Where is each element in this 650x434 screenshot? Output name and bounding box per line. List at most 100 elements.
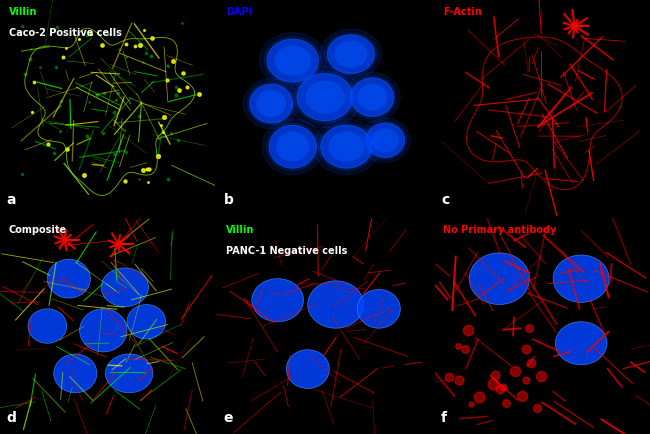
Point — [97, 42, 107, 49]
Ellipse shape — [320, 29, 382, 79]
Ellipse shape — [358, 84, 387, 111]
Text: DAPI: DAPI — [226, 7, 252, 17]
Ellipse shape — [348, 76, 396, 118]
Point — [521, 377, 532, 384]
Point — [134, 175, 144, 182]
Ellipse shape — [553, 255, 609, 302]
Point — [521, 345, 531, 352]
Text: e: e — [224, 411, 233, 425]
Point — [532, 405, 542, 412]
Point — [159, 114, 169, 121]
Point — [86, 30, 96, 37]
Point — [103, 30, 114, 37]
Text: a: a — [6, 193, 16, 207]
Text: Composite: Composite — [8, 225, 67, 235]
Point — [114, 46, 124, 53]
Text: No Primary antibody: No Primary antibody — [443, 225, 557, 235]
Point — [122, 41, 132, 48]
Point — [92, 91, 102, 98]
Ellipse shape — [320, 125, 372, 168]
Ellipse shape — [243, 79, 299, 129]
Ellipse shape — [127, 305, 166, 339]
Point — [51, 64, 61, 71]
Point — [142, 165, 152, 172]
Ellipse shape — [276, 132, 309, 162]
Point — [497, 383, 508, 390]
Ellipse shape — [275, 46, 311, 76]
Point — [141, 49, 151, 56]
Text: Villin: Villin — [226, 225, 254, 235]
Ellipse shape — [101, 268, 148, 307]
Point — [25, 56, 35, 63]
Point — [488, 381, 498, 388]
Point — [171, 83, 181, 90]
Point — [58, 54, 68, 61]
Point — [129, 43, 140, 49]
Ellipse shape — [306, 81, 345, 114]
Ellipse shape — [248, 82, 295, 125]
Text: c: c — [441, 193, 450, 207]
Ellipse shape — [366, 123, 405, 158]
Point — [147, 34, 157, 41]
Point — [168, 57, 179, 64]
Ellipse shape — [318, 123, 375, 171]
Point — [153, 152, 164, 159]
Ellipse shape — [262, 119, 324, 174]
Point — [48, 150, 58, 157]
Point — [173, 136, 183, 143]
Point — [526, 359, 536, 366]
Text: f: f — [441, 411, 447, 425]
Ellipse shape — [313, 119, 380, 174]
Point — [465, 401, 476, 408]
Ellipse shape — [351, 78, 394, 117]
Ellipse shape — [328, 132, 365, 162]
Ellipse shape — [250, 84, 292, 123]
Point — [73, 30, 84, 37]
Point — [473, 393, 484, 400]
Point — [454, 376, 464, 383]
Ellipse shape — [327, 35, 374, 73]
Point — [99, 90, 109, 97]
Ellipse shape — [364, 122, 406, 159]
Text: Villin: Villin — [8, 7, 37, 17]
Ellipse shape — [259, 33, 326, 89]
Point — [194, 90, 204, 97]
Ellipse shape — [294, 71, 356, 123]
Point — [139, 26, 150, 33]
Point — [138, 59, 148, 66]
Point — [162, 175, 173, 182]
Point — [120, 177, 130, 184]
Point — [18, 23, 28, 30]
Point — [43, 141, 53, 148]
Point — [161, 76, 172, 83]
Point — [109, 151, 119, 158]
Ellipse shape — [265, 37, 321, 84]
Ellipse shape — [308, 281, 364, 328]
Point — [56, 97, 66, 104]
Point — [51, 24, 62, 31]
Ellipse shape — [289, 66, 361, 128]
Ellipse shape — [344, 72, 400, 122]
Point — [79, 172, 89, 179]
Text: PANC-1 Negative cells: PANC-1 Negative cells — [226, 247, 347, 256]
Ellipse shape — [334, 41, 367, 68]
Point — [536, 373, 546, 380]
Ellipse shape — [54, 354, 97, 393]
Point — [135, 42, 145, 49]
Point — [34, 64, 45, 71]
Ellipse shape — [105, 354, 153, 393]
Point — [81, 132, 92, 139]
Point — [146, 53, 156, 60]
Point — [162, 62, 172, 69]
Ellipse shape — [325, 33, 377, 76]
Point — [118, 127, 129, 134]
Ellipse shape — [269, 125, 317, 168]
Ellipse shape — [47, 260, 90, 298]
Point — [134, 113, 144, 120]
Ellipse shape — [555, 322, 607, 365]
Point — [460, 345, 471, 352]
Point — [157, 128, 168, 135]
Point — [111, 96, 121, 103]
Point — [55, 128, 66, 135]
Point — [490, 372, 501, 379]
